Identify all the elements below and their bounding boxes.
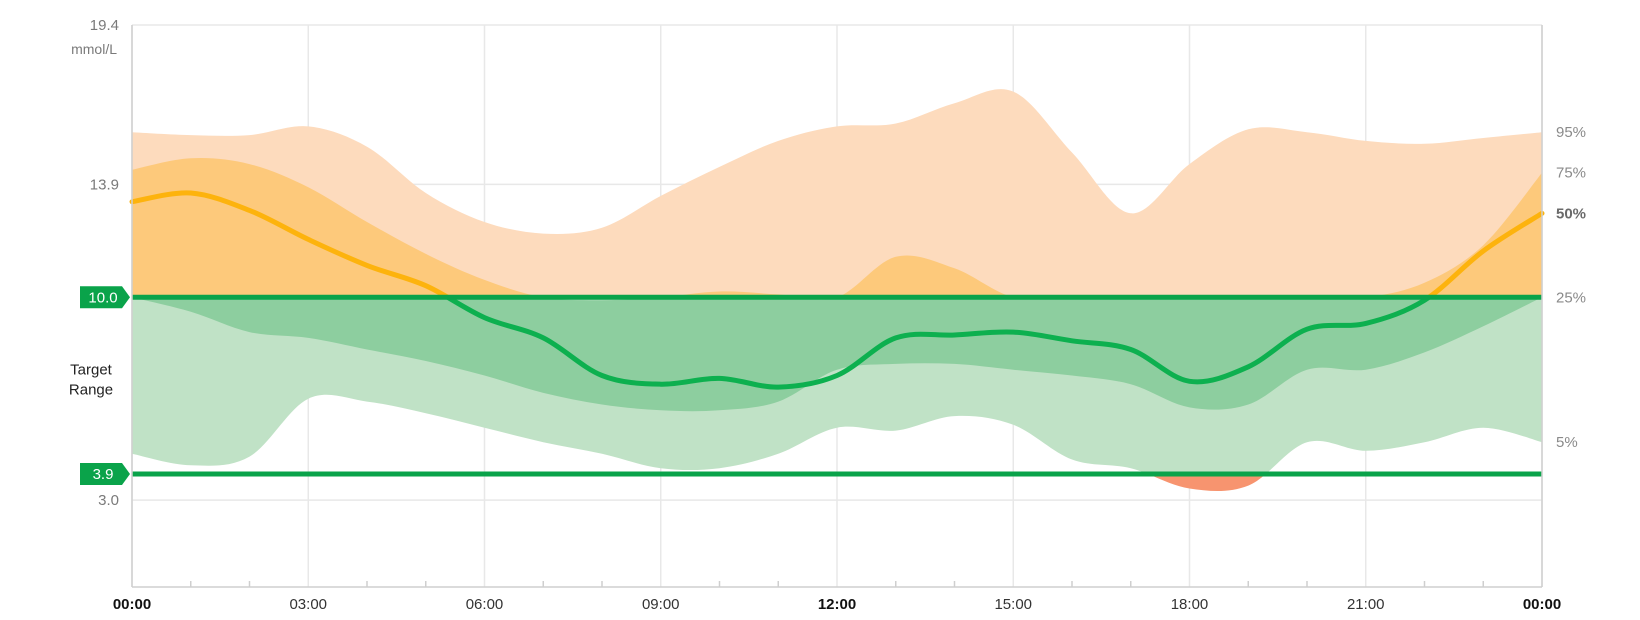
y-tick-label-1: 13.9: [90, 176, 119, 193]
target-range-label-line2: Range: [69, 382, 113, 399]
y-tick-label-2: 3.0: [98, 492, 119, 509]
target-low-badge-text: 3.9: [93, 466, 114, 483]
percentile-label-p25: 25%: [1556, 289, 1586, 306]
x-tick-label-4: 12:00: [818, 596, 856, 613]
x-tick-label-3: 09:00: [642, 596, 680, 613]
percentile-label-p75: 75%: [1556, 165, 1586, 182]
x-tick-label-7: 21:00: [1347, 596, 1385, 613]
x-tick-label-0: 00:00: [113, 596, 151, 613]
x-tick-label-6: 18:00: [1171, 596, 1209, 613]
x-tick-label-1: 03:00: [289, 596, 327, 613]
band-25-75-above-range: [132, 158, 1542, 298]
axes: [131, 25, 1543, 588]
percentile-label-p95: 95%: [1556, 124, 1586, 141]
y-unit-label: mmol/L: [71, 41, 117, 57]
x-tick-label-2: 06:00: [466, 596, 504, 613]
median-line: [129, 190, 1545, 390]
band-5-95-above-range: [132, 89, 1542, 298]
percentile-label-p50: 50%: [1556, 205, 1586, 222]
x-tick-label-8: 00:00: [1523, 596, 1561, 613]
target-high-badge-text: 10.0: [88, 289, 117, 306]
target-high-badge-shape: [80, 286, 130, 309]
chart-labels: 19.4 13.9 3.0 mmol/L 00:00 03:00 06:00 09:00 12:…: [69, 17, 1586, 613]
median-line-above-range: [129, 190, 1545, 298]
median-line-in-range: [442, 297, 1434, 390]
percentile-label-p5: 5%: [1556, 434, 1578, 451]
target-range-lines: 10.0 3.9: [80, 286, 1542, 486]
target-low-badge-shape: [80, 463, 130, 486]
band-5-95-below-range: [1147, 474, 1266, 492]
x-tick-label-5: 15:00: [994, 596, 1032, 613]
y-tick-label-0: 19.4: [90, 17, 119, 34]
target-range-label-line1: Target: [70, 362, 113, 379]
